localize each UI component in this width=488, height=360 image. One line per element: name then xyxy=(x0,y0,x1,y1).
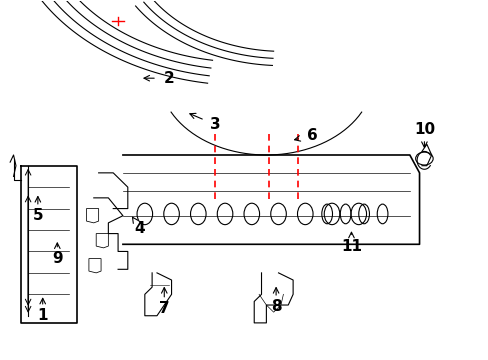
Text: 4: 4 xyxy=(134,221,145,236)
Text: 6: 6 xyxy=(306,128,317,143)
Text: 5: 5 xyxy=(33,208,43,223)
Text: 7: 7 xyxy=(159,301,169,316)
Text: 2: 2 xyxy=(163,71,174,86)
Text: 1: 1 xyxy=(38,308,48,323)
Text: 3: 3 xyxy=(209,117,220,132)
Text: 10: 10 xyxy=(413,122,434,138)
Text: 8: 8 xyxy=(270,299,281,314)
Text: 9: 9 xyxy=(52,251,62,266)
Text: 11: 11 xyxy=(340,239,361,253)
